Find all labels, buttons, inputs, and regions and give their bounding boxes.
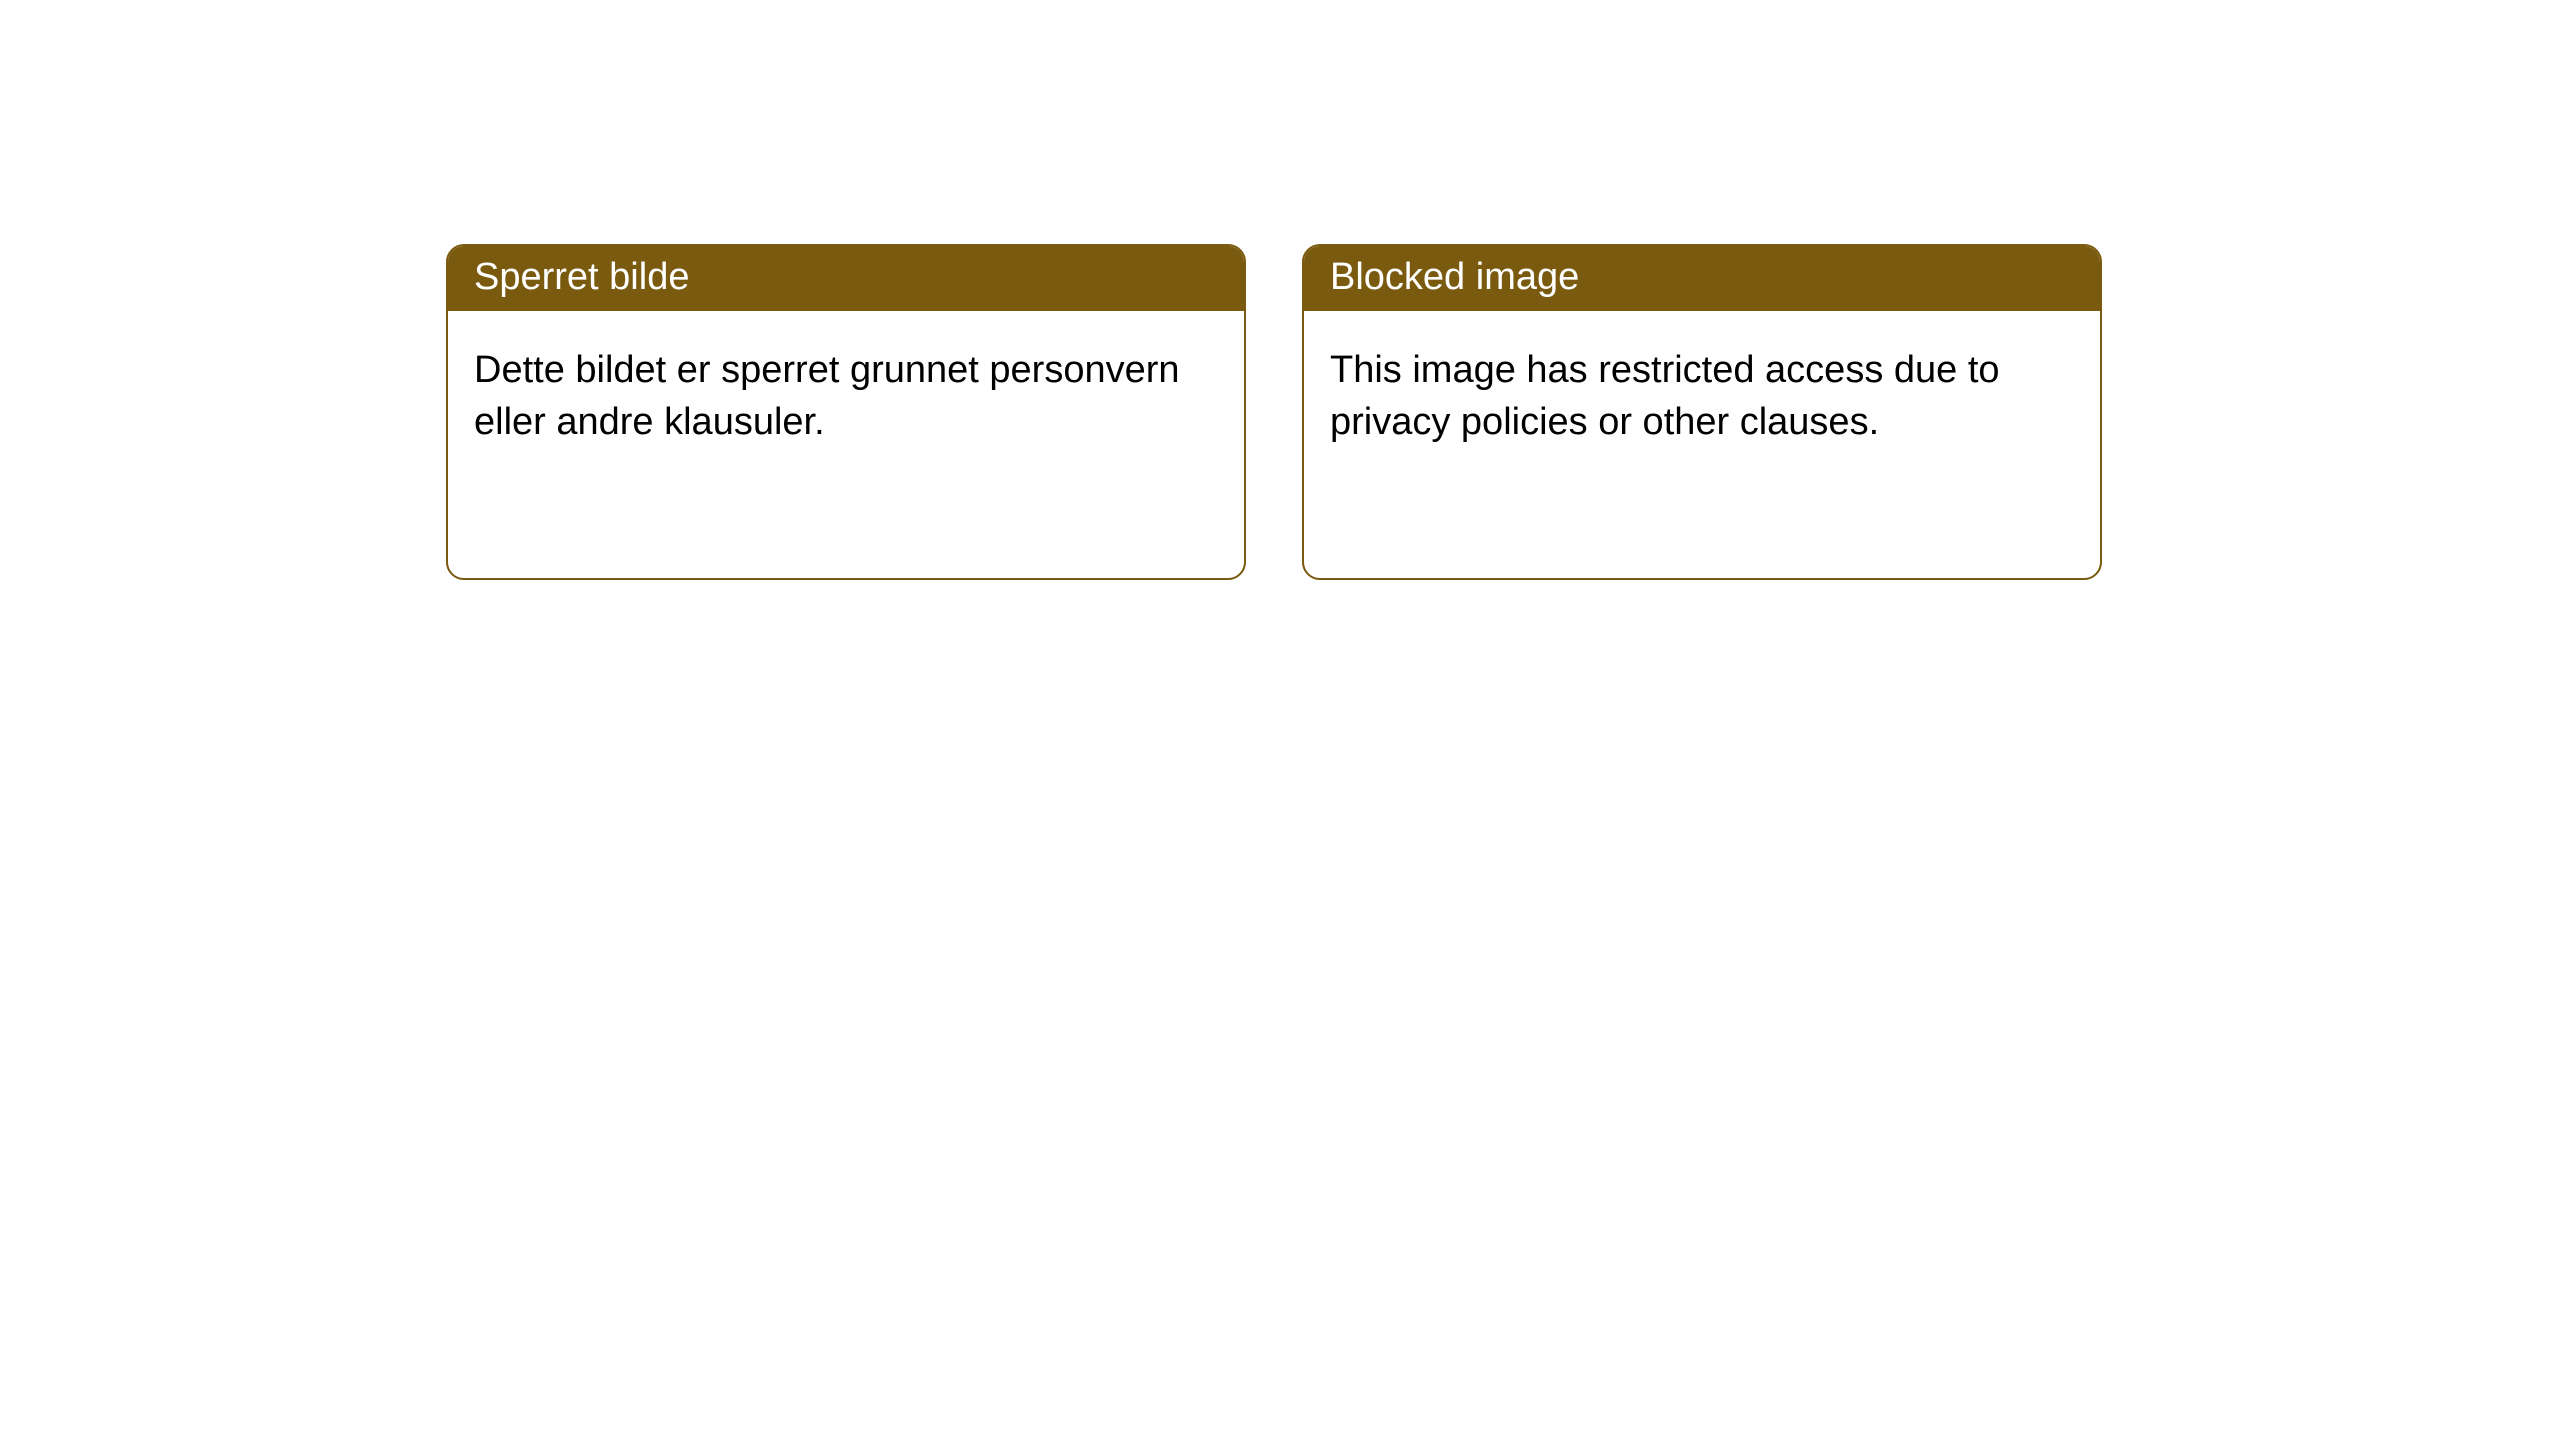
card-header: Sperret bilde — [448, 246, 1244, 311]
notice-card-english: Blocked image This image has restricted … — [1302, 244, 2102, 580]
card-body: This image has restricted access due to … — [1304, 311, 2100, 474]
notice-card-norwegian: Sperret bilde Dette bildet er sperret gr… — [446, 244, 1246, 580]
card-body: Dette bildet er sperret grunnet personve… — [448, 311, 1244, 474]
notice-container: Sperret bilde Dette bildet er sperret gr… — [0, 0, 2560, 580]
card-header: Blocked image — [1304, 246, 2100, 311]
